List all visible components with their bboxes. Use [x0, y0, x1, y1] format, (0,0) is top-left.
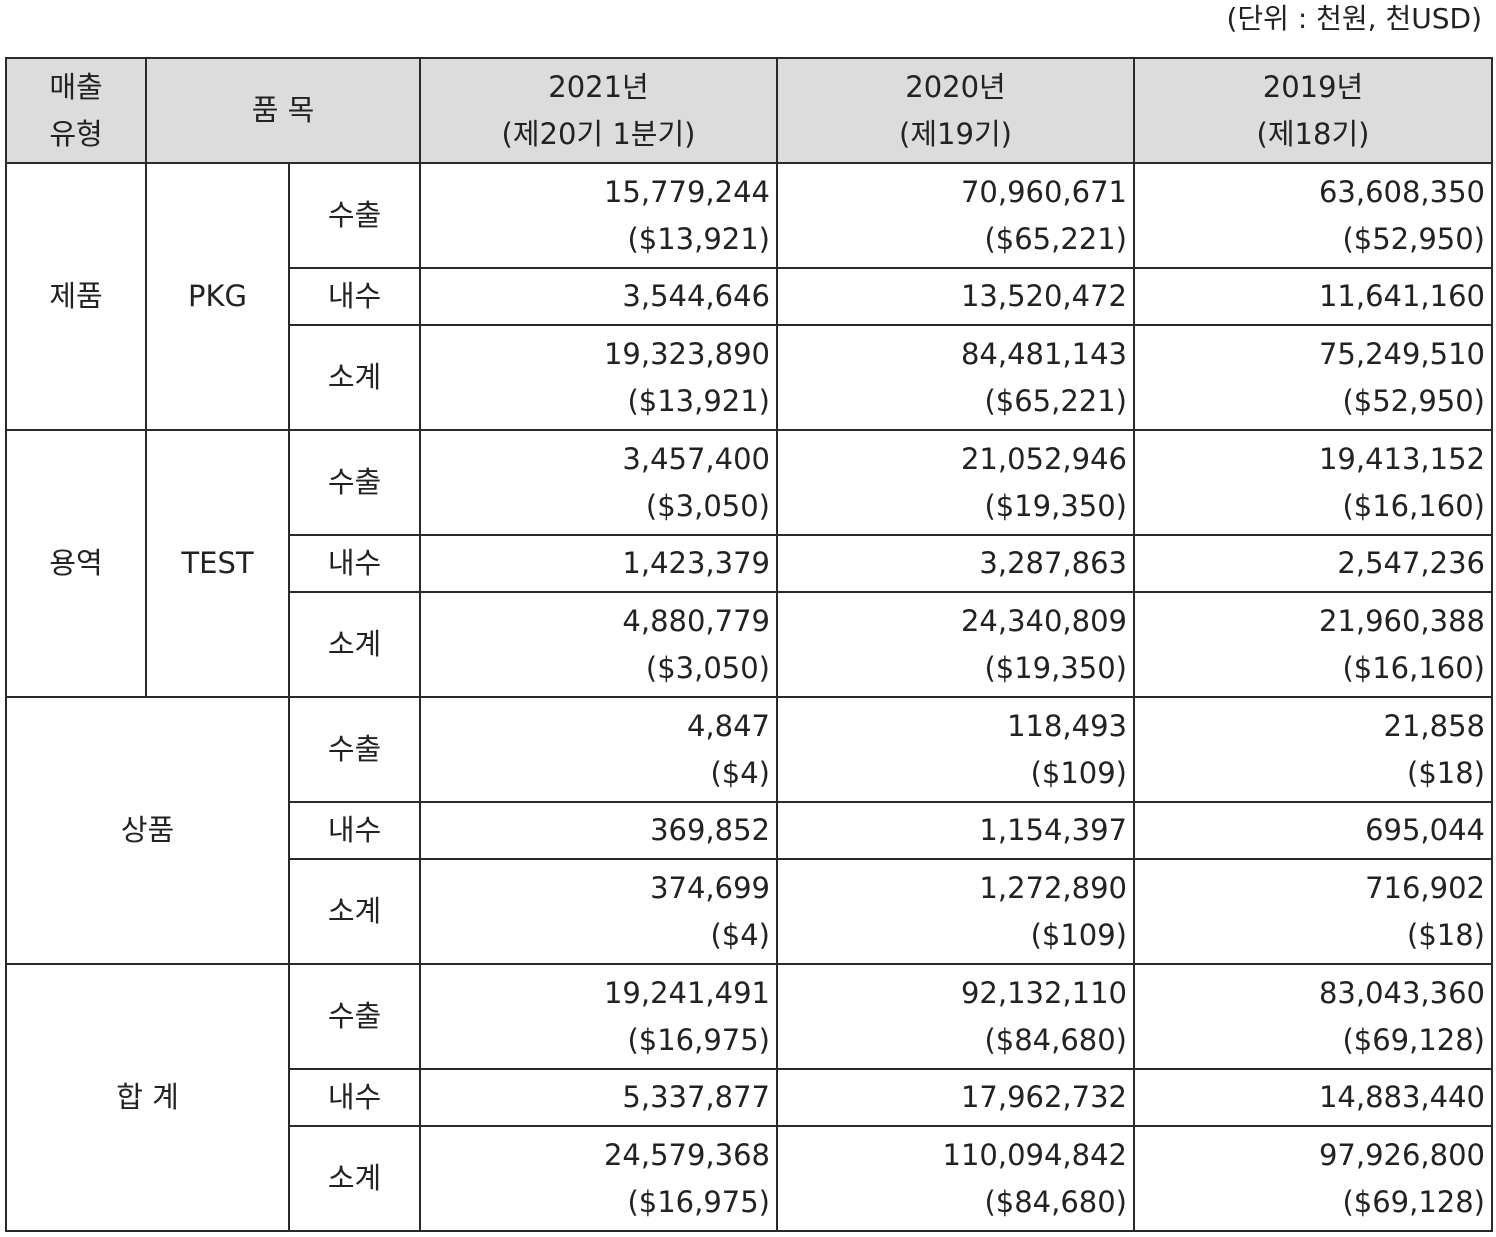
table-row: 소계 4,880,779 ($3,050) 24,340,809 ($19,350)… [6, 591, 1493, 698]
table-row: 내수 5,337,877 17,962,732 14,883,440 [6, 1068, 1493, 1127]
value-2019: 63,608,350 ($52,950) [1133, 162, 1493, 269]
value-2021: 374,699 ($4) [419, 858, 778, 965]
table-row: 상품 수출 4,847 ($4) 118,493 ($109) 21,858 ($18… [5, 696, 1493, 965]
value-2021: 24,579,368 ($16,975) [419, 1125, 778, 1232]
value-2019: 2,547,236 [1133, 534, 1493, 593]
row-label: 내수 [288, 267, 421, 326]
value-2019: 11,641,160 [1133, 267, 1493, 326]
value-2021: 4,847 ($4) [419, 696, 778, 803]
value-2021: 19,323,890 ($13,921) [419, 324, 778, 431]
row-label: 수출 [288, 696, 421, 803]
value-2020: 21,052,946 ($19,350) [776, 429, 1135, 536]
table-row: 내수 3,544,646 13,520,472 11,641,160 [6, 267, 1493, 326]
value-2019: 97,926,800 ($69,128) [1133, 1125, 1493, 1232]
sales-type-cell: 용역 [5, 429, 147, 698]
value-2021: 4,880,779 ($3,050) [419, 591, 778, 698]
sales-table: 매출 유형 품 목 2021년 (제20기 1분기) 2020년 (제19기) … [5, 57, 1493, 1232]
item-cell: TEST [145, 429, 290, 698]
value-2019: 83,043,360 ($69,128) [1133, 963, 1493, 1070]
header-row: 매출 유형 품 목 2021년 (제20기 1분기) 2020년 (제19기) … [5, 57, 1493, 164]
row-label: 수출 [288, 963, 421, 1070]
table-row: 용역 TEST 수출 3,457,400 ($3,050) 21,052,946(… [5, 429, 1493, 698]
header-2021: 2021년 (제20기 1분기) [419, 57, 778, 164]
value-2020: 70,960,671 ($65,221) [776, 162, 1135, 269]
row-label: 내수 [288, 534, 421, 593]
row-label: 내수 [288, 801, 421, 860]
row-label: 소계 [288, 324, 421, 431]
sales-type-cell: 제품 [5, 162, 147, 431]
row-label: 소계 [288, 858, 421, 965]
value-2020: 1,272,890 ($109) [776, 858, 1135, 965]
value-2020: 24,340,809 ($19,350) [776, 591, 1135, 698]
value-2019: 21,960,388 ($16,160) [1133, 591, 1493, 698]
table-row: 소계 24,579,368 ($16,975) 110,094,842 ($84,6… [6, 1125, 1493, 1232]
sales-type-cell: 상품 [5, 696, 290, 965]
value-2019: 14,883,440 [1133, 1068, 1493, 1127]
value-2021: 369,852 [419, 801, 778, 860]
value-2019: 21,858 ($18) [1133, 696, 1493, 803]
value-2019: 716,902 ($18) [1133, 858, 1493, 965]
value-2020: 110,094,842 ($84,680) [776, 1125, 1135, 1232]
table-row: 내수 369,852 1,154,397 695,044 [6, 801, 1493, 860]
total-cell: 합 계 [5, 963, 290, 1232]
value-2020: 3,287,863 [776, 534, 1135, 593]
table-row: 제품 PKG 수출 15,779,244 ($13,921) 70,960,671… [5, 162, 1493, 431]
value-2020: 118,493 ($109) [776, 696, 1135, 803]
row-label: 수출 [288, 162, 421, 269]
value-2021: 3,457,400 ($3,050) [419, 429, 778, 536]
value-2021: 19,241,491 ($16,975) [419, 963, 778, 1070]
header-item: 품 목 [145, 57, 421, 164]
header-2019: 2019년 (제18기) [1133, 57, 1493, 164]
value-2020: 17,962,732 [776, 1068, 1135, 1127]
row-label: 수출 [288, 429, 421, 536]
row-label: 내수 [288, 1068, 421, 1127]
table-row: 내수 1,423,379 3,287,863 2,547,236 [6, 534, 1493, 593]
header-sales-type: 매출 유형 [5, 57, 147, 164]
header-2020: 2020년 (제19기) [776, 57, 1135, 164]
table-row: 합 계 수출 19,241,491 ($16,975) 92,132,110 ($8… [5, 963, 1493, 1232]
value-2019: 19,413,152 ($16,160) [1133, 429, 1493, 536]
value-2020: 1,154,397 [776, 801, 1135, 860]
value-2019: 75,249,510 ($52,950) [1133, 324, 1493, 431]
value-2020: 92,132,110 ($84,680) [776, 963, 1135, 1070]
value-2019: 695,044 [1133, 801, 1493, 860]
row-label: 소계 [288, 1125, 421, 1232]
value-2021: 3,544,646 [419, 267, 778, 326]
value-2020: 13,520,472 [776, 267, 1135, 326]
item-cell: PKG [145, 162, 290, 431]
value-2021: 1,423,379 [419, 534, 778, 593]
table-row: 소계 374,699 ($4) 1,272,890 ($109) 716,902 ($… [6, 858, 1493, 965]
value-2021: 5,337,877 [419, 1068, 778, 1127]
row-label: 소계 [288, 591, 421, 698]
value-2020: 84,481,143 ($65,221) [776, 324, 1135, 431]
value-2021: 15,779,244 ($13,921) [419, 162, 778, 269]
table-row: 소계 19,323,890 ($13,921) 84,481,143 ($65,22… [6, 324, 1493, 431]
unit-note: (단위 : 천원, 천USD) [1226, 2, 1482, 35]
